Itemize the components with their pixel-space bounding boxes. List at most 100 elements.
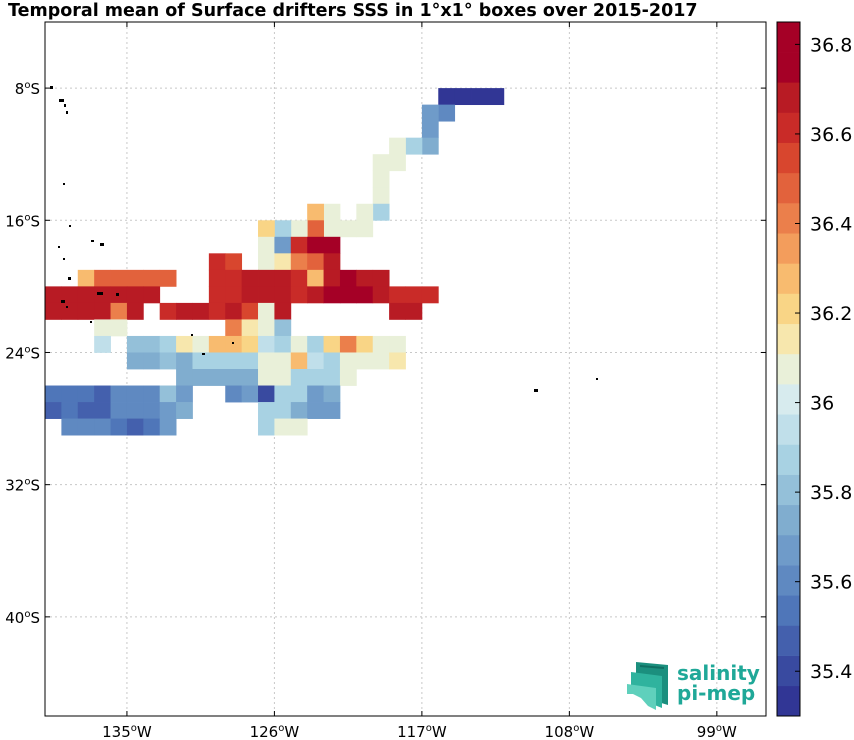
colorbar-frame xyxy=(776,21,801,717)
salinity-cell xyxy=(290,352,308,370)
colorbar-label: 36.2 xyxy=(810,303,852,325)
salinity-cell xyxy=(241,385,259,403)
colorbar-label: 36.8 xyxy=(810,34,852,56)
salinity-cell xyxy=(356,352,374,370)
island-marker xyxy=(202,353,205,355)
salinity-cell xyxy=(274,402,292,419)
salinity-cell xyxy=(258,236,275,254)
colorbar: 35.4 35.6 35.8 36 36.2 36.4 36.6 36.8 xyxy=(776,21,852,717)
salinity-cell xyxy=(356,286,374,304)
salinity-cell xyxy=(176,335,193,353)
salinity-cell xyxy=(143,418,161,436)
salinity-cell xyxy=(241,286,259,304)
salinity-cell xyxy=(323,236,341,254)
colorbar-segment xyxy=(777,22,800,53)
salinity-cell xyxy=(258,319,275,337)
x-axis-ticks: 135oW 126oW 117oW 108oW 99oW xyxy=(102,22,737,740)
salinity-cell xyxy=(258,286,275,304)
salinity-cell xyxy=(61,385,79,403)
colorbar-segment xyxy=(777,444,800,475)
islands xyxy=(50,86,598,392)
salinity-cell xyxy=(421,286,439,304)
colorbar-segment xyxy=(777,474,800,506)
island-marker xyxy=(66,111,68,114)
salinity-cell xyxy=(208,269,226,287)
salinity-cell xyxy=(372,187,390,205)
salinity-cell xyxy=(290,369,308,386)
salinity-cell xyxy=(372,352,390,370)
salinity-cell xyxy=(225,269,243,287)
colorbar-segment xyxy=(777,263,800,294)
salinity-cell xyxy=(274,352,292,370)
salinity-cell xyxy=(258,352,275,370)
island-marker xyxy=(50,86,53,89)
salinity-cell xyxy=(208,286,226,304)
salinity-cell xyxy=(45,286,62,304)
island-marker xyxy=(97,292,103,295)
salinity-cell xyxy=(126,352,144,370)
salinity-cell xyxy=(307,269,324,287)
salinity-cell xyxy=(339,220,357,238)
salinity-cell xyxy=(323,269,341,287)
salinity-cell xyxy=(176,369,193,386)
salinity-cell xyxy=(126,302,144,320)
salinity-cell xyxy=(389,352,406,370)
plot-frame xyxy=(44,21,767,717)
island-marker xyxy=(63,258,65,260)
salinity-cell xyxy=(143,269,161,287)
salinity-cell xyxy=(192,352,210,370)
salinity-cell xyxy=(192,369,210,386)
salinity-cell xyxy=(241,319,259,337)
salinity-cell xyxy=(126,385,144,403)
salinity-cell xyxy=(290,286,308,304)
salinity-cell xyxy=(143,352,161,370)
salinity-cell xyxy=(110,402,128,419)
salinity-cell xyxy=(225,335,243,353)
salinity-cell xyxy=(356,203,374,221)
salinity-cell xyxy=(77,385,95,403)
salinity-cell xyxy=(258,402,275,419)
salinity-cell xyxy=(45,402,62,419)
salinity-cell xyxy=(126,335,144,353)
y-tick-label: 16oS xyxy=(5,212,40,230)
salinity-cell xyxy=(274,335,292,353)
salinity-cell xyxy=(143,402,161,419)
salinity-cell xyxy=(225,352,243,370)
island-marker xyxy=(232,342,234,344)
salinity-cell xyxy=(94,402,111,419)
colorbar-segment xyxy=(777,685,800,717)
salinity-cell xyxy=(290,402,308,419)
salinity-cell xyxy=(159,402,177,419)
salinity-cell xyxy=(454,88,472,106)
salinity-cell xyxy=(110,385,128,403)
salinity-cell xyxy=(241,369,259,386)
salinity-cell xyxy=(307,385,324,403)
salinity-cell xyxy=(94,335,111,353)
salinity-cell xyxy=(241,352,259,370)
salinity-cell xyxy=(274,302,292,320)
salinity-cell xyxy=(372,203,390,221)
salinity-cell xyxy=(159,418,177,436)
salinity-cells xyxy=(45,88,505,436)
salinity-cell xyxy=(438,104,456,122)
salinity-cell xyxy=(77,286,95,304)
salinity-cell xyxy=(241,302,259,320)
salinity-cell xyxy=(307,220,324,238)
salinity-cell xyxy=(389,154,406,172)
salinity-cell xyxy=(258,385,275,403)
island-marker xyxy=(58,246,60,248)
colorbar-label: 36 xyxy=(810,393,834,415)
salinity-cell xyxy=(94,269,111,287)
salinity-cell xyxy=(274,236,292,254)
colorbar-segment xyxy=(777,414,800,445)
x-tick-label: 117oW xyxy=(397,723,447,740)
salinity-cell xyxy=(290,253,308,271)
salinity-cell xyxy=(471,88,488,106)
salinity-cell xyxy=(77,302,95,320)
colorbar-segment xyxy=(777,52,800,83)
colorbar-segment xyxy=(777,565,800,596)
salinity-cell xyxy=(61,286,79,304)
y-tick-label: 32oS xyxy=(5,477,40,495)
salinity-cell xyxy=(208,302,226,320)
salinity-cell xyxy=(323,335,341,353)
